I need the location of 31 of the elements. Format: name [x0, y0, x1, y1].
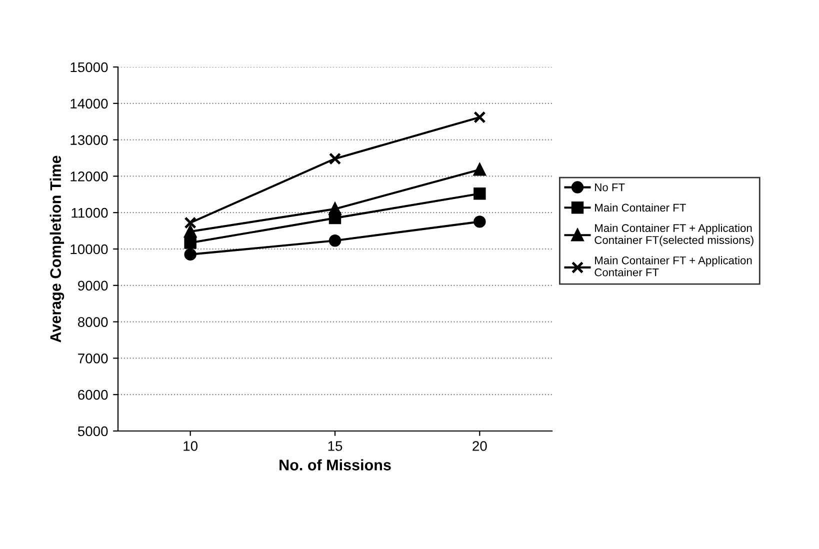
point [184, 248, 196, 261]
y-tick-label: 5000 [78, 426, 108, 436]
point [184, 236, 196, 249]
y-axis-title: Average Completion Time [50, 156, 64, 342]
point [474, 188, 486, 200]
y-tick-label: 7000 [78, 354, 108, 364]
legend-label: No FT [595, 184, 625, 192]
point [184, 225, 196, 238]
point [474, 164, 486, 176]
point [474, 216, 486, 228]
y-tick-label: 6000 [78, 390, 108, 400]
point [474, 111, 486, 124]
y-tick-label: 9000 [78, 280, 108, 291]
point [328, 234, 342, 247]
point [184, 216, 196, 229]
legend-label: Main Container FT + Application Container FT(selected missions) [594, 224, 754, 246]
y-tick-label: 8000 [78, 317, 108, 327]
y-tick-label: 13000 [70, 135, 108, 145]
x-axis-title: No. of Missions [280, 459, 391, 470]
x-tick-label: 10 [184, 441, 198, 451]
y-tick-label: 12000 [70, 172, 108, 182]
y-tick-label: 11000 [72, 208, 108, 218]
x-tick-label: 20 [472, 441, 487, 451]
x-tick-label: 15 [328, 441, 342, 451]
y-tick-label: 10000 [70, 244, 108, 254]
legend-label: Main Container FT + Application Container FT [594, 256, 752, 276]
y-tick-label: 15000 [70, 62, 108, 72]
y-tick-label: 14000 [70, 98, 108, 109]
point [328, 152, 342, 165]
point [328, 202, 342, 216]
legend-label: Main Container FT [595, 203, 686, 212]
